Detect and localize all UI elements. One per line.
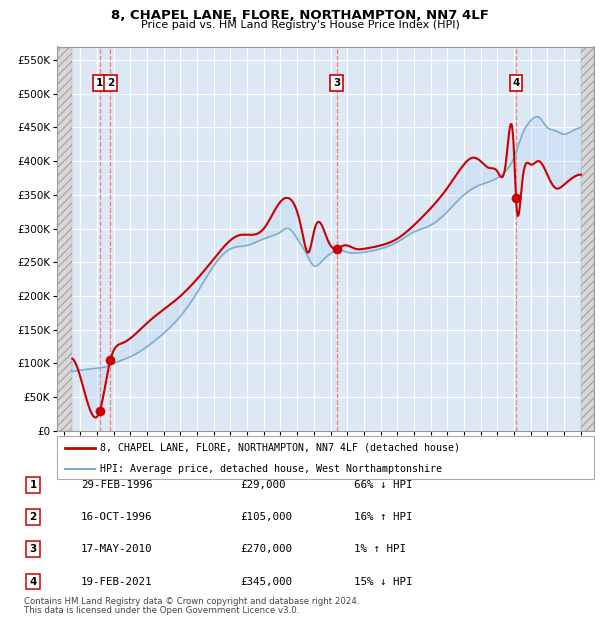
Text: 1% ↑ HPI: 1% ↑ HPI [354,544,406,554]
Text: 4: 4 [512,78,520,88]
Text: £345,000: £345,000 [240,577,292,587]
Text: £270,000: £270,000 [240,544,292,554]
Text: £105,000: £105,000 [240,512,292,522]
Text: 17-MAY-2010: 17-MAY-2010 [81,544,152,554]
Text: This data is licensed under the Open Government Licence v3.0.: This data is licensed under the Open Gov… [24,606,299,615]
Text: 1: 1 [96,78,103,88]
Text: 2: 2 [29,512,37,522]
Text: Price paid vs. HM Land Registry's House Price Index (HPI): Price paid vs. HM Land Registry's House … [140,20,460,30]
Text: Contains HM Land Registry data © Crown copyright and database right 2024.: Contains HM Land Registry data © Crown c… [24,597,359,606]
Text: 8, CHAPEL LANE, FLORE, NORTHAMPTON, NN7 4LF: 8, CHAPEL LANE, FLORE, NORTHAMPTON, NN7 … [111,9,489,22]
Text: 1: 1 [29,480,37,490]
Text: 4: 4 [29,577,37,587]
Bar [581,46,594,431]
Text: 19-FEB-2021: 19-FEB-2021 [81,577,152,587]
Text: 16-OCT-1996: 16-OCT-1996 [81,512,152,522]
Bar [57,46,72,431]
Text: £29,000: £29,000 [240,480,286,490]
Text: 8, CHAPEL LANE, FLORE, NORTHAMPTON, NN7 4LF (detached house): 8, CHAPEL LANE, FLORE, NORTHAMPTON, NN7 … [100,443,460,453]
Text: HPI: Average price, detached house, West Northamptonshire: HPI: Average price, detached house, West… [100,464,442,474]
Text: 3: 3 [333,78,340,88]
Text: 3: 3 [29,544,37,554]
Text: 2: 2 [107,78,114,88]
Text: 16% ↑ HPI: 16% ↑ HPI [354,512,413,522]
Text: 66% ↓ HPI: 66% ↓ HPI [354,480,413,490]
FancyBboxPatch shape [57,436,594,479]
Text: 15% ↓ HPI: 15% ↓ HPI [354,577,413,587]
Text: 29-FEB-1996: 29-FEB-1996 [81,480,152,490]
